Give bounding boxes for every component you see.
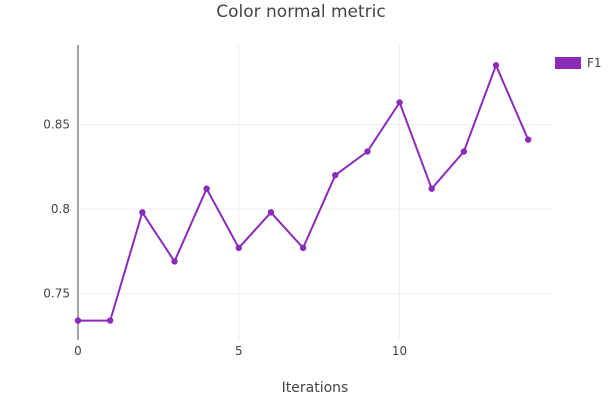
data-point[interactable] <box>267 209 275 216</box>
data-point[interactable] <box>139 209 146 216</box>
tick-labels: 0.75 0.8 0.85 0 5 10 <box>43 117 407 358</box>
data-point[interactable] <box>428 185 435 192</box>
grid-lines <box>78 45 552 340</box>
legend-label-f1: F1 <box>587 56 602 70</box>
data-point[interactable] <box>460 148 468 155</box>
data-point[interactable] <box>235 244 242 252</box>
x-axis-title: Iterations <box>281 380 349 396</box>
data-point[interactable] <box>332 171 339 179</box>
data-point[interactable] <box>171 258 178 265</box>
data-point[interactable] <box>299 244 307 252</box>
series-layer <box>74 62 532 324</box>
y-tick-label: 0.85 <box>43 117 70 131</box>
y-tick-label: 0.75 <box>43 287 70 301</box>
x-tick-label: 0 <box>74 344 82 358</box>
y-tick-label: 0.8 <box>51 202 70 216</box>
data-point[interactable] <box>492 62 500 69</box>
series-line-f1 <box>78 64 530 322</box>
x-tick-label: 5 <box>235 344 243 358</box>
data-point[interactable] <box>74 317 82 324</box>
legend[interactable]: F1 <box>555 56 602 70</box>
legend-swatch-f1 <box>555 57 581 69</box>
data-point[interactable] <box>364 148 371 155</box>
chart-title: Color normal metric <box>216 2 386 22</box>
x-tick-label: 10 <box>392 344 407 358</box>
data-point[interactable] <box>106 317 114 324</box>
data-point[interactable] <box>525 136 532 143</box>
data-point[interactable] <box>203 185 210 192</box>
data-point[interactable] <box>396 99 403 106</box>
